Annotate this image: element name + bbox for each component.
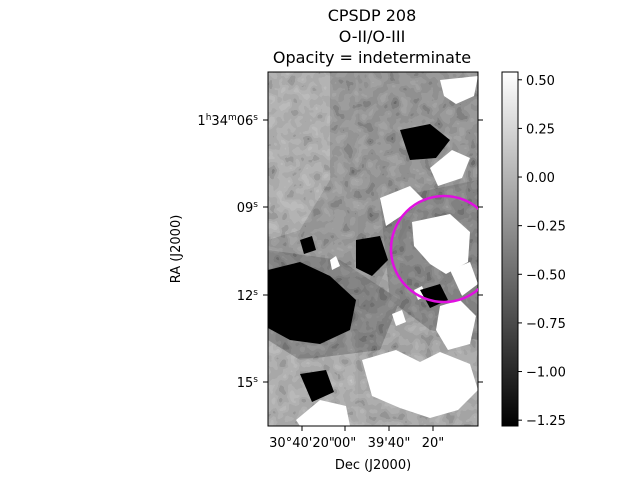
x-tick-label-1: 30°40'20" (269, 436, 335, 451)
x-tick-label-4: 20" (422, 436, 445, 451)
colorbar-tick-label: −0.75 (526, 317, 566, 332)
colorbar (501, 71, 519, 427)
colorbar-ticks: 0.50 0.25 0.00 −0.25 −0.50 −0.75 −1.00 −1.25 (518, 74, 566, 429)
y-tick-label-1: 1h34m06s (197, 113, 258, 129)
x-axis-label: Dec (J2000) (335, 458, 411, 473)
x-tick-label-3: 39'40" (368, 436, 411, 451)
y-tick-label-3: 12s (237, 288, 259, 304)
y-tick-label-4: 15s (237, 375, 259, 391)
title-line-1: CPSDP 208 (327, 6, 417, 25)
region-circle (389, 194, 478, 304)
colorbar-tick-label: −1.00 (526, 366, 566, 381)
colorbar-tick-label: −1.25 (526, 414, 566, 429)
title-line-3: Opacity = indeterminate (272, 48, 472, 67)
colorbar-tick-label: 0.50 (526, 74, 555, 89)
colorbar-tick-label: −0.25 (526, 220, 566, 235)
colorbar-tick-label: 0.25 (526, 122, 555, 137)
x-tick-label-2: 00" (334, 436, 357, 451)
y-axis-label: RA (J2000) (169, 215, 184, 284)
colorbar-tick-label: 0.00 (526, 171, 555, 186)
colorbar-tick-label: −0.50 (526, 268, 566, 283)
y-tick-label-2: 09s (237, 200, 259, 216)
sky-image (268, 72, 478, 426)
title-line-2: O-II/O-III (338, 27, 406, 46)
image-frame (267, 71, 479, 427)
